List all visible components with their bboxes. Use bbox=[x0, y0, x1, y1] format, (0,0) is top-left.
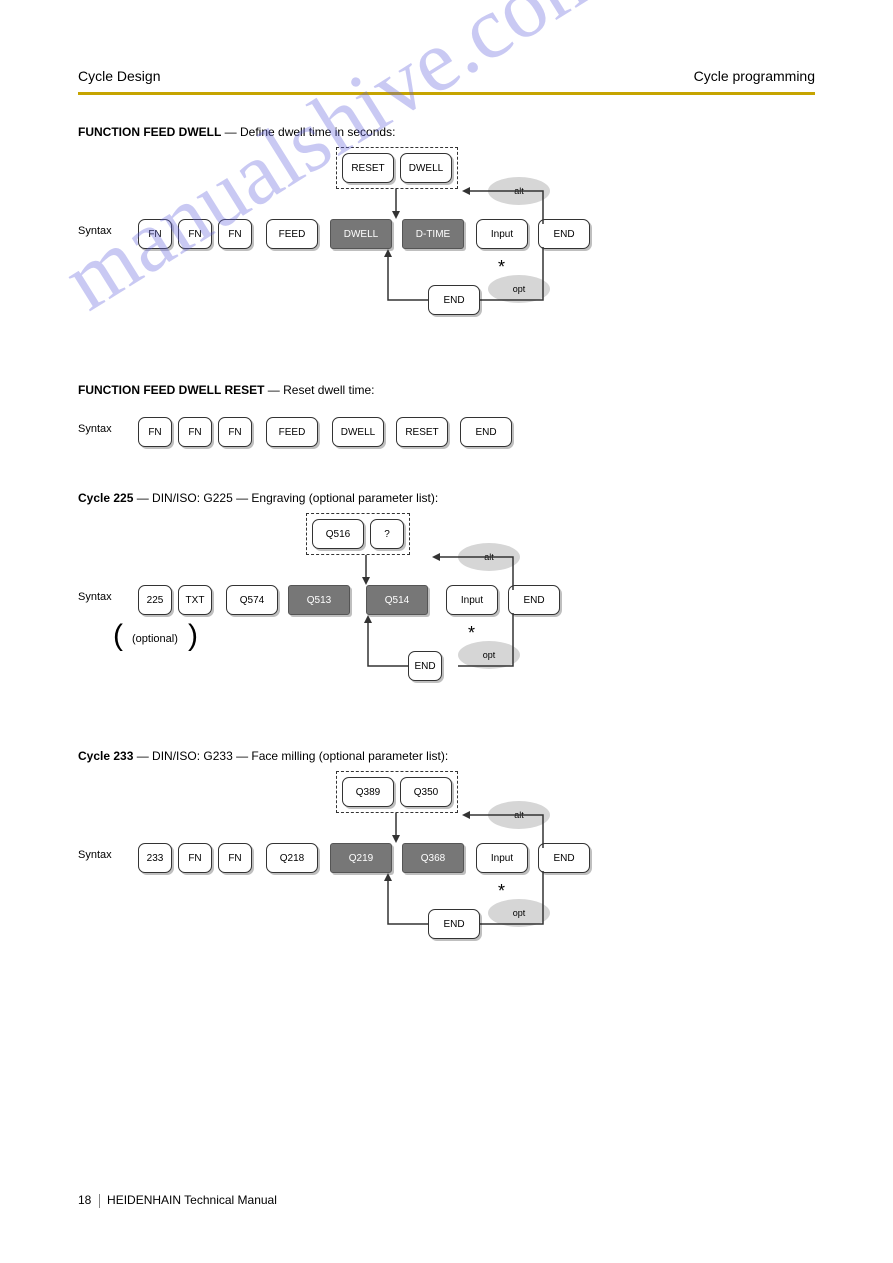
diagram-box: FN bbox=[178, 417, 212, 447]
row-label: Syntax bbox=[78, 423, 112, 435]
diagram-box: END bbox=[408, 651, 442, 681]
section-d216: FUNCTION FEED DWELL — Define dwell time … bbox=[78, 123, 815, 357]
diagram-row: 233FNFNQ218Q219Q368InputENDQ389Q350altop… bbox=[138, 771, 678, 981]
star-icon: * bbox=[498, 257, 505, 278]
row-label: Syntax bbox=[78, 591, 112, 603]
section-title: Cycle 233 — DIN/ISO: G233 — Face milling… bbox=[78, 747, 815, 765]
diagram-box: TXT bbox=[178, 585, 212, 615]
diagram: SyntaxFNFNFNFEEDDWELLD-TIMEInputENDRESET… bbox=[78, 147, 815, 357]
dashed-group: RESETDWELL bbox=[336, 147, 458, 189]
diagram: SyntaxFNFNFNFEEDDWELLRESETEND bbox=[78, 405, 815, 465]
diagram-box: 233 bbox=[138, 843, 172, 873]
arrow bbox=[138, 513, 738, 723]
diagram-box: END bbox=[538, 219, 590, 249]
section-d233: Cycle 233 — DIN/ISO: G233 — Face milling… bbox=[78, 747, 815, 981]
ellipse-opt: opt bbox=[488, 275, 550, 303]
diagram-box: Q513 bbox=[288, 585, 350, 615]
diagram-box: FN bbox=[218, 417, 252, 447]
section-d225: Cycle 225 — DIN/ISO: G225 — Engraving (o… bbox=[78, 489, 815, 723]
diagram-box: FN bbox=[178, 843, 212, 873]
diagram-box: FN bbox=[218, 843, 252, 873]
diagram: Syntax233FNFNQ218Q219Q368InputENDQ389Q35… bbox=[78, 771, 815, 981]
diagram-box: Q574 bbox=[226, 585, 278, 615]
section-title: Cycle 225 — DIN/ISO: G225 — Engraving (o… bbox=[78, 489, 815, 507]
footer-doc: HEIDENHAIN Technical Manual bbox=[107, 1193, 277, 1207]
diagram-box: END bbox=[460, 417, 512, 447]
arrow bbox=[138, 513, 738, 723]
diagram-box: FEED bbox=[266, 417, 318, 447]
diagram-box: Q218 bbox=[266, 843, 318, 873]
diagram-row: FNFNFNFEEDDWELLD-TIMEInputENDRESETDWELLa… bbox=[138, 147, 678, 357]
paren-open: ( bbox=[113, 619, 123, 653]
diagram: Syntax((optional))225TXTQ574Q513Q514Inpu… bbox=[78, 513, 815, 723]
diagram-row: FNFNFNFEEDDWELLRESETEND bbox=[138, 405, 678, 465]
diagram-box: Q219 bbox=[330, 843, 392, 873]
dashed-group: Q389Q350 bbox=[336, 771, 458, 813]
diagram-box: RESET bbox=[396, 417, 448, 447]
diagram-box: Q389 bbox=[342, 777, 394, 807]
diagram-box: FN bbox=[138, 417, 172, 447]
section-title: FUNCTION FEED DWELL RESET — Reset dwell … bbox=[78, 381, 815, 399]
arrow bbox=[138, 513, 738, 723]
diagram-box: FN bbox=[218, 219, 252, 249]
dashed-group: Q516? bbox=[306, 513, 410, 555]
diagram-row: 225TXT Q574 Q513 Q514 Input END Q516? alt opt END… bbox=[138, 513, 678, 723]
star-icon: * bbox=[468, 623, 475, 644]
diagram-box: END bbox=[428, 285, 480, 315]
diagram-box: RESET bbox=[342, 153, 394, 183]
diagram-box: D-TIME bbox=[402, 219, 464, 249]
diagram-box: Input bbox=[476, 843, 528, 873]
ellipse-opt: opt bbox=[458, 641, 520, 669]
diagram-box: Q368 bbox=[402, 843, 464, 873]
section-simple: FUNCTION FEED DWELL RESET — Reset dwell … bbox=[78, 381, 815, 465]
footer: 18 HEIDENHAIN Technical Manual bbox=[78, 1193, 277, 1208]
row-label: Syntax bbox=[78, 849, 112, 861]
accent-line bbox=[78, 92, 815, 95]
diagram-box: Input bbox=[476, 219, 528, 249]
page-number: 18 bbox=[78, 1193, 91, 1207]
row-label: Syntax bbox=[78, 225, 112, 237]
header-right: Cycle programming bbox=[694, 68, 815, 84]
diagram-box: Q514 bbox=[366, 585, 428, 615]
section-title: FUNCTION FEED DWELL — Define dwell time … bbox=[78, 123, 815, 141]
star-icon: * bbox=[498, 881, 505, 902]
diagram-box: Q516 bbox=[312, 519, 364, 549]
diagram-box: DWELL bbox=[332, 417, 384, 447]
header-left: Cycle Design bbox=[78, 68, 160, 84]
ellipse-alt: alt bbox=[458, 543, 520, 571]
diagram-box: END bbox=[508, 585, 560, 615]
ellipse-opt: opt bbox=[488, 899, 550, 927]
diagram-box: Q350 bbox=[400, 777, 452, 807]
diagram-box: DWELL bbox=[400, 153, 452, 183]
ellipse-alt: alt bbox=[488, 177, 550, 205]
diagram-box: 225 bbox=[138, 585, 172, 615]
diagram-box: END bbox=[428, 909, 480, 939]
diagram-box: DWELL bbox=[330, 219, 392, 249]
diagram-box: FN bbox=[178, 219, 212, 249]
ellipse-alt: alt bbox=[488, 801, 550, 829]
diagram-box: FN bbox=[138, 219, 172, 249]
diagram-box: END bbox=[538, 843, 590, 873]
diagram-box: ? bbox=[370, 519, 404, 549]
diagram-box: Input bbox=[446, 585, 498, 615]
diagram-box: FEED bbox=[266, 219, 318, 249]
arrow bbox=[138, 513, 738, 723]
